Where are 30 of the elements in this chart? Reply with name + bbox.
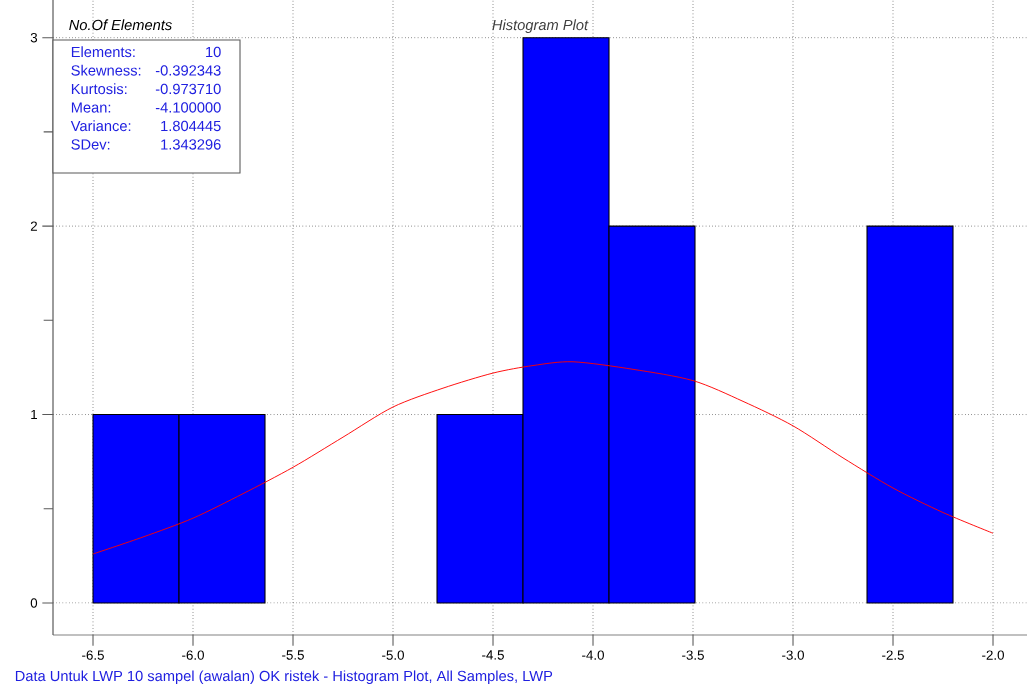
annotation: 10	[206, 46, 221, 58]
annotation: -4.100000	[155, 102, 221, 113]
annotation: Elements:	[71, 46, 135, 58]
y-tick-label: 1	[31, 409, 37, 420]
annotation: Skewness:	[71, 64, 141, 76]
x-tick-label: -6.5	[82, 650, 104, 660]
y-tick-label: 0	[30, 598, 38, 608]
annotation: Kurtosis:	[71, 83, 127, 95]
annotation: -0.392343	[155, 65, 221, 76]
annotation: SDev:	[71, 139, 110, 150]
annotation: No.Of Elements	[69, 19, 172, 31]
x-tick-label: -5.5	[282, 650, 304, 660]
annotation: Mean:	[71, 102, 111, 113]
x-tick-label: -2.0	[982, 650, 1004, 660]
line-series	[92, 361, 994, 555]
annotation: -0.973710	[155, 83, 221, 95]
x-tick-label: -5.0	[382, 650, 404, 660]
x-tick-label: -3.5	[682, 650, 704, 660]
text: Histogram Plot	[492, 19, 589, 34]
text: Data Untuk LWP 10 sampel (awalan) OK ristek - Histogram Plot, All Samples, LWP	[15, 670, 553, 685]
x-tick-label: -3.0	[782, 650, 804, 660]
x-tick-label: -4.0	[582, 650, 604, 660]
annotation: 1.343296	[161, 139, 221, 150]
x-tick-label: -2.5	[882, 650, 904, 660]
y-tick-label: 2	[30, 221, 37, 231]
x-tick-label: -6.0	[182, 650, 204, 660]
x-tick-label: -4.5	[482, 650, 504, 660]
annotation: 1.804445	[161, 120, 221, 132]
y-tick-label: 3	[30, 32, 38, 43]
annotation: Variance:	[70, 120, 131, 132]
